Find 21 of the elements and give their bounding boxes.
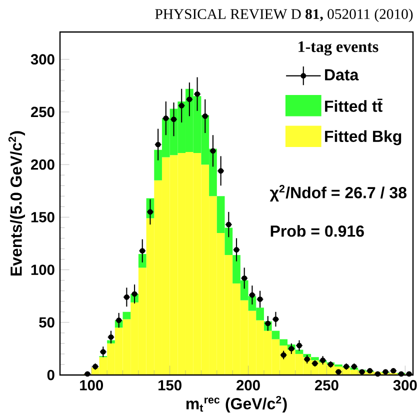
y-tick-label: 100 xyxy=(31,264,54,275)
legend-label: Fitted Bkg xyxy=(325,130,402,146)
annotation: Prob = 0.916 xyxy=(270,225,364,237)
text: PHYSICAL REVIEW D 81, 052011 (2010) xyxy=(155,8,413,22)
y-axis-title: Events/(5.0 GeV/c$^{2}$) xyxy=(8,131,26,276)
y-tick-label: 200 xyxy=(30,159,54,170)
y-tick-label: 250 xyxy=(30,106,54,118)
x-tick-label: 250 xyxy=(314,380,338,390)
y-tick-label: 300 xyxy=(30,54,54,65)
y-tick-label: 150 xyxy=(31,212,54,222)
x-axis-title: m$_{t}$$^{rec}$ (GeV/c$^{2}$) xyxy=(186,396,287,413)
x-tick-label: 200 xyxy=(236,380,260,390)
legend-label: Fitted tt̄ xyxy=(325,98,382,112)
x-tick-label: 300 xyxy=(393,380,417,390)
y-tick-label: 0 xyxy=(47,370,54,380)
legend-title: 1-tag events xyxy=(298,41,378,56)
y-tick-label: 50 xyxy=(39,317,54,328)
x-tick-label: 150 xyxy=(158,380,182,390)
legend-label: Data xyxy=(325,69,359,80)
annotation: χ$^{2}$/Ndof = 26.7 / 38 xyxy=(270,184,406,202)
x-tick-label: 100 xyxy=(80,380,104,390)
